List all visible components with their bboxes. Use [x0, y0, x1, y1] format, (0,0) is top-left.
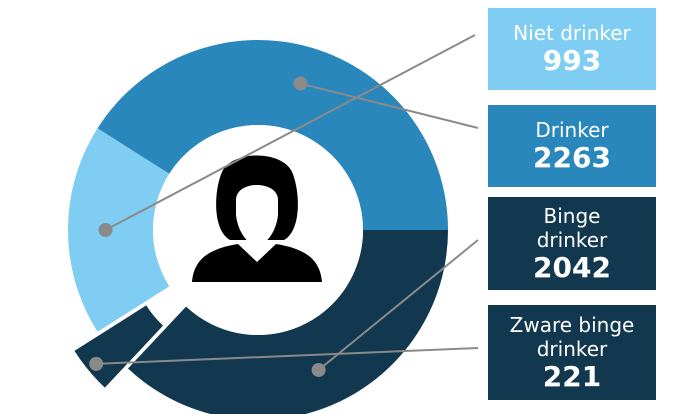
leader-line — [96, 347, 479, 365]
label: Zware binge drinker — [509, 312, 635, 361]
leader-line — [300, 82, 479, 129]
leader-dot — [311, 362, 326, 377]
donut-segment — [97, 39, 449, 230]
value-label: 2042 — [533, 250, 611, 284]
donut-segment — [67, 128, 170, 332]
label: Drinker — [535, 118, 609, 142]
value-label: 221 — [542, 359, 602, 393]
label-box: Drinker 2263 — [488, 105, 656, 187]
label: Binge drinker — [536, 203, 608, 252]
value-label: 2263 — [533, 141, 611, 174]
leader-dot — [89, 356, 104, 371]
leader-dot — [98, 223, 113, 238]
leader-line — [317, 239, 479, 371]
leader-dot — [293, 76, 308, 91]
label-box: Niet drinker 993 — [488, 8, 656, 90]
label-box: Zware binge drinker 221 — [488, 305, 656, 400]
label-box: Binge drinker 2042 — [488, 197, 656, 290]
value-label: 993 — [542, 44, 602, 77]
person-icon — [192, 155, 322, 282]
leader-line — [105, 34, 476, 231]
label: Niet drinker — [513, 21, 631, 45]
donut-segment — [127, 229, 448, 414]
